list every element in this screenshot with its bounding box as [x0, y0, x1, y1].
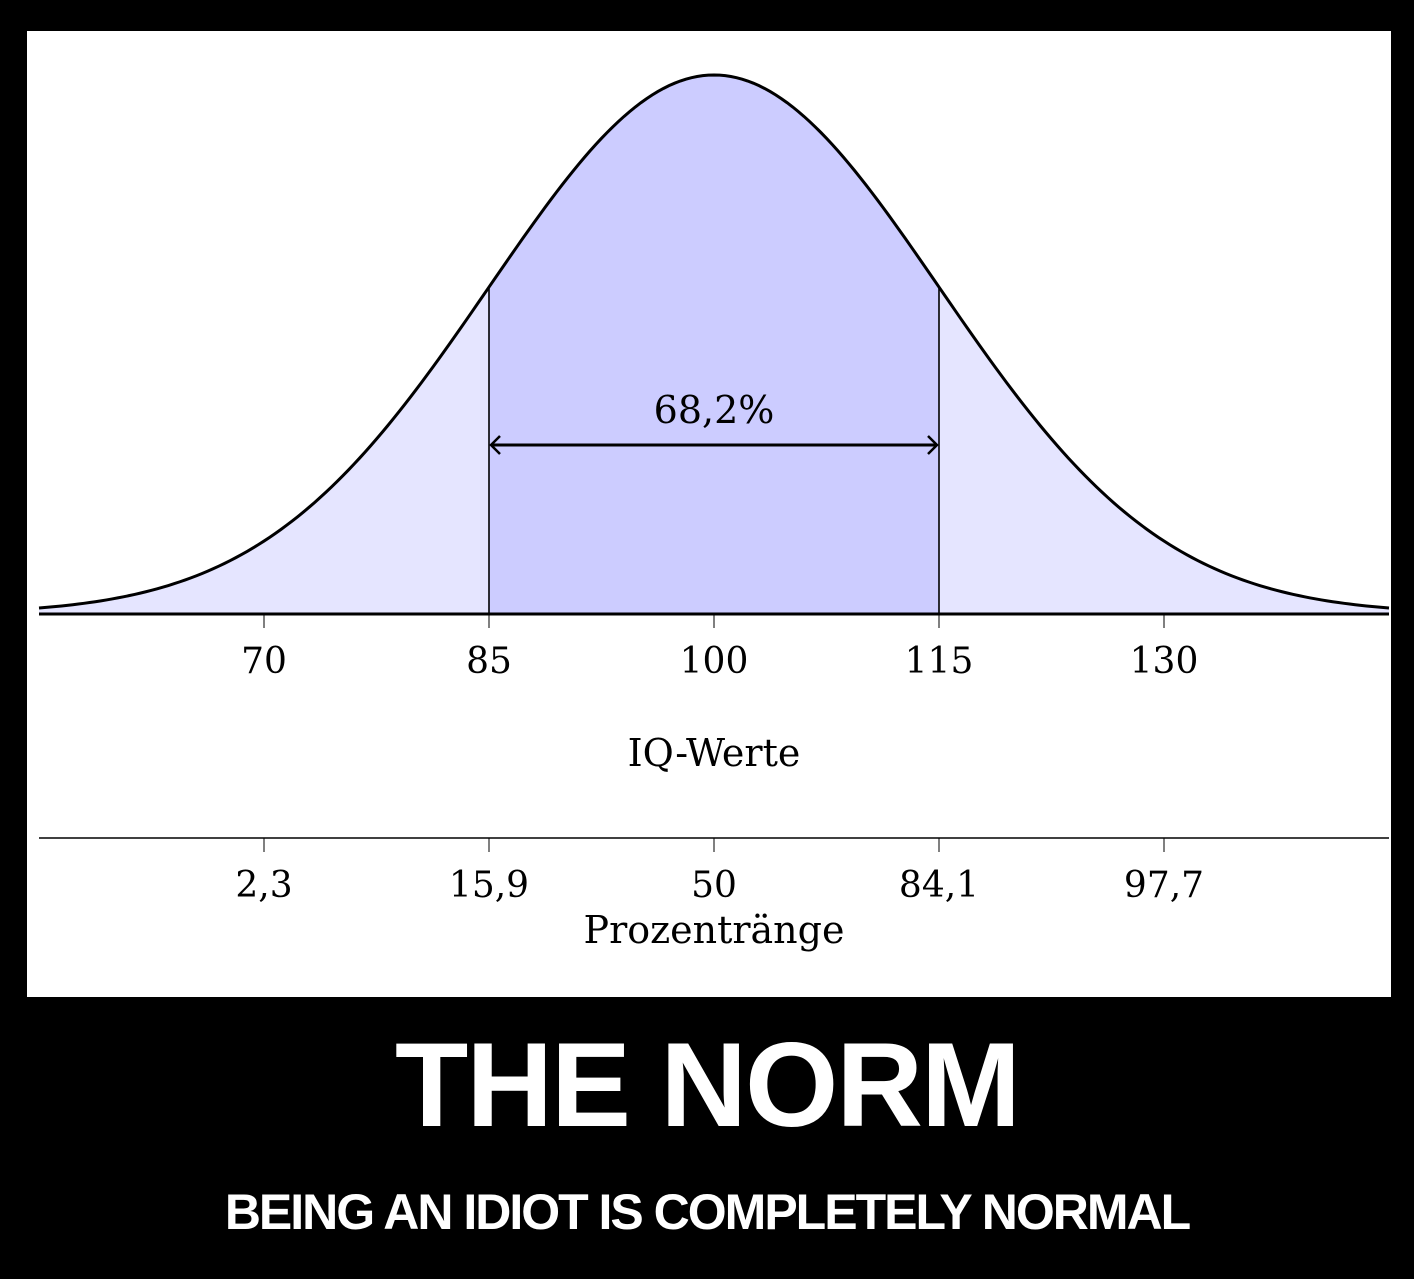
- iq-tick-label: 100: [680, 641, 749, 682]
- percentile-tick-label: 84,1: [899, 865, 979, 906]
- percentile-tick-label: 15,9: [449, 865, 529, 906]
- density-curve: [38, 73, 1390, 610]
- percentile-tick-label: 50: [691, 865, 737, 906]
- percentile-axis-label: Prozentränge: [584, 908, 845, 952]
- highlight-area: [489, 75, 939, 614]
- chart-panel: 68,2% 70 85 100 115 130 IQ-Werte 2,3 15,9 50 84,1 9…: [27, 31, 1391, 997]
- iq-tick-label: 70: [241, 641, 287, 682]
- percentile-tick-label: 2,3: [235, 865, 292, 906]
- range-percentage-label: 68,2%: [654, 388, 775, 432]
- range-arrow-left-head: [489, 435, 501, 455]
- iq-tick-label: 130: [1130, 641, 1199, 682]
- iq-axis-label: IQ-Werte: [628, 731, 801, 775]
- percentile-tick-label: 97,7: [1124, 865, 1204, 906]
- iq-tick-label: 115: [905, 641, 974, 682]
- poster-subtitle: BEING AN IDIOT IS COMPLETELY NORMAL: [224, 1184, 1191, 1240]
- poster-title: THE NORM: [395, 1018, 1021, 1152]
- range-arrow-right-head: [927, 435, 939, 455]
- iq-tick-label: 85: [466, 641, 512, 682]
- normal-distribution-chart: 68,2% 70 85 100 115 130 IQ-Werte 2,3 15,9 50 84,1 9…: [38, 73, 1390, 952]
